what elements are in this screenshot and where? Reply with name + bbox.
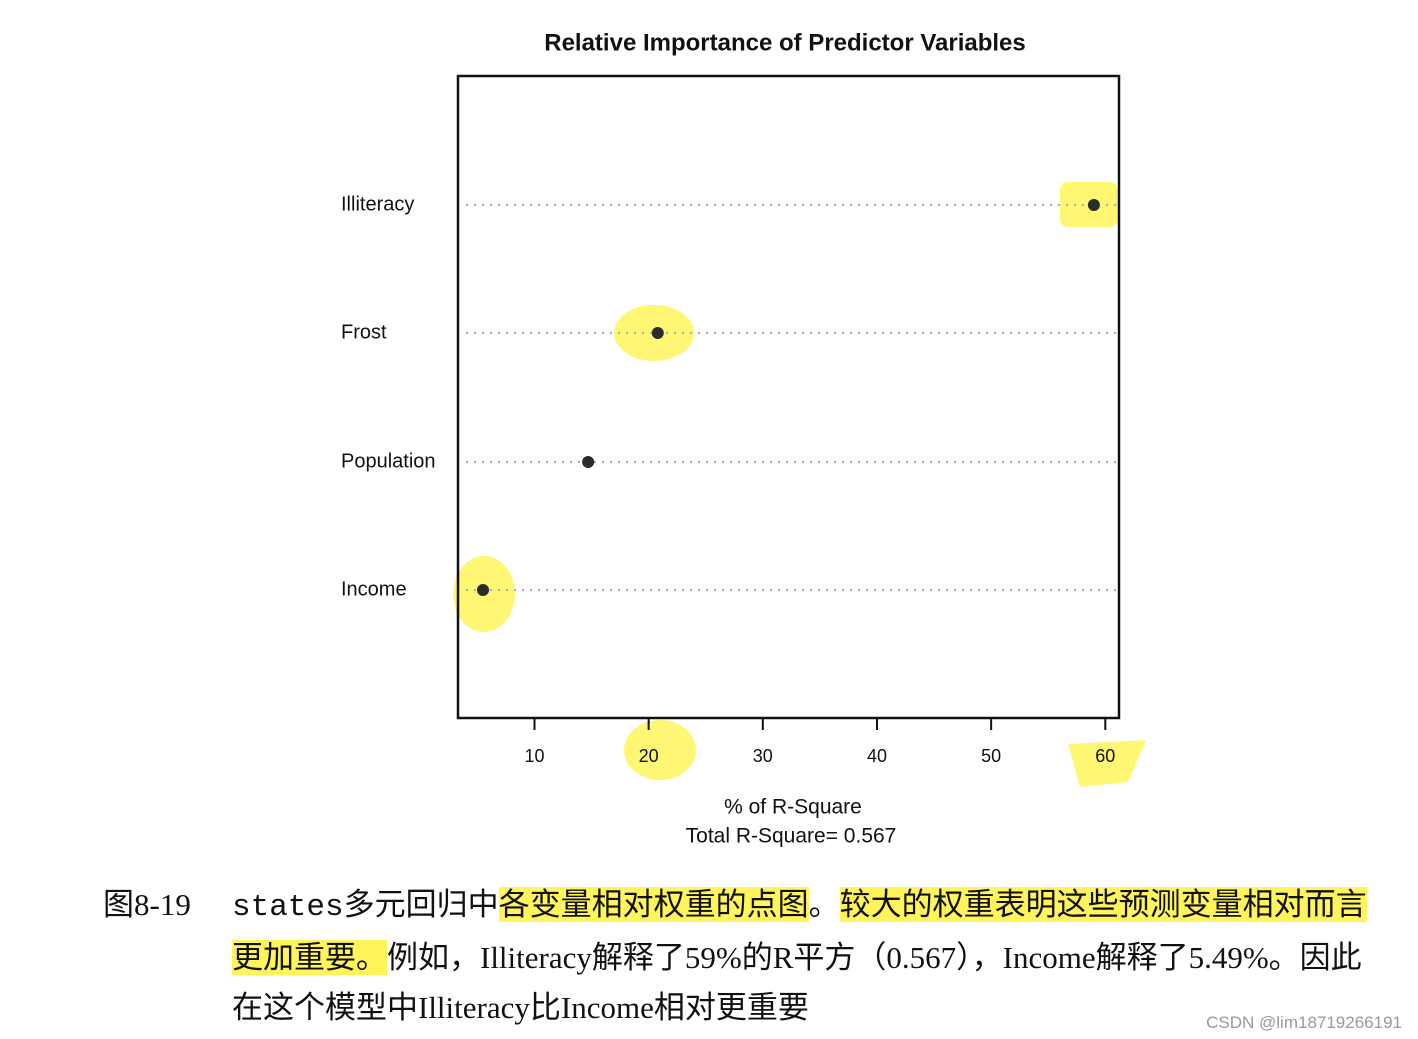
category-label: Population: [341, 450, 436, 472]
highlight: [624, 720, 696, 780]
x-tick-label: 30: [753, 746, 773, 766]
chart-title: Relative Importance of Predictor Variabl…: [544, 29, 1026, 56]
plot-frame: [456, 74, 1121, 720]
caption-segment: states: [232, 890, 344, 925]
chart: Relative Importance of Predictor Variabl…: [341, 29, 1146, 848]
highlighted-text: 各变量相对权重的点图: [498, 887, 809, 922]
category-label: Frost: [341, 321, 387, 343]
dot: [477, 584, 490, 596]
caption-segment: 多元回归中: [343, 887, 499, 922]
highlighter-marks: [453, 182, 1146, 787]
dot: [582, 456, 595, 468]
caption-segment: 。: [808, 887, 840, 922]
dot: [651, 327, 664, 339]
caption-label: 图8-19: [103, 887, 191, 922]
x-tick-label: 60: [1095, 746, 1115, 766]
x-tick-label: 10: [524, 746, 544, 766]
x-axis-label: % of R-Square: [724, 796, 862, 819]
subtitle: Total R-Square= 0.567: [686, 825, 897, 848]
x-tick-label: 50: [981, 746, 1001, 766]
watermark: CSDN @lim18719266191: [1206, 1013, 1402, 1032]
highlight: [1068, 740, 1146, 787]
dot: [1087, 199, 1100, 211]
x-tick-label: 40: [867, 746, 887, 766]
category-label: Income: [341, 578, 407, 600]
caption-segment: 例如，Illiteracy解释了59%的R平方（0.567），Income解释了…: [232, 940, 1362, 1025]
caption-text: states多元回归中各变量相对权重的点图。较大的权重表明这些预测变量相对而言更…: [232, 880, 1367, 1033]
x-tick-label: 20: [639, 746, 659, 766]
category-label: Illiteracy: [341, 193, 414, 215]
